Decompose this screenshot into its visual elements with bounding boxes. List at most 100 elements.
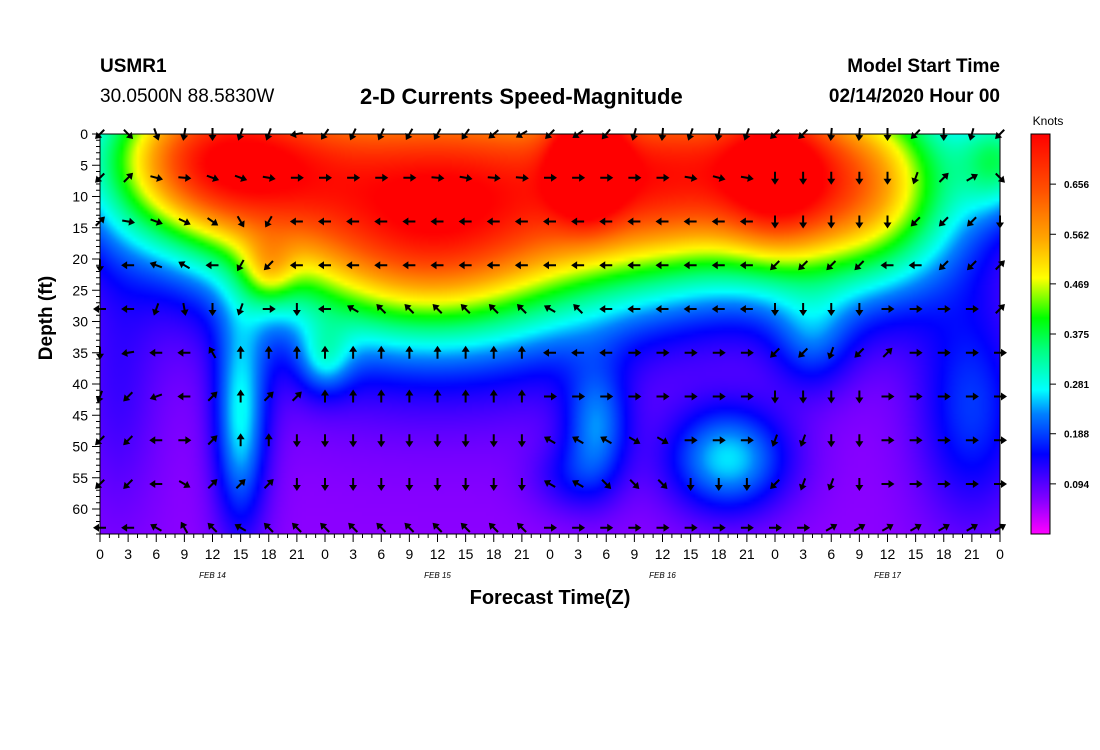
current-arrow: [177, 392, 191, 401]
current-arrow: [628, 436, 641, 445]
colorbar-ticks: 0.656 0.562 0.469 0.375 0.281 0.188 0.094: [1050, 180, 1089, 491]
current-arrow: [855, 303, 864, 316]
current-arrow: [909, 480, 923, 488]
current-arrow: [206, 174, 220, 182]
current-arrow: [994, 523, 1007, 532]
current-arrow: [377, 389, 386, 403]
x-tick-label: 0: [996, 546, 1004, 562]
current-arrow: [488, 304, 499, 314]
x-tick-label: 21: [289, 546, 305, 562]
current-arrow: [150, 174, 164, 182]
x-tick-label: 21: [964, 546, 980, 562]
current-arrow: [460, 522, 471, 533]
current-arrow: [714, 478, 723, 491]
heatmap-field: [100, 134, 1000, 534]
current-arrow: [938, 523, 950, 532]
current-arrow: [517, 478, 526, 491]
current-arrow: [599, 261, 613, 270]
current-arrow: [600, 392, 614, 401]
current-arrow: [683, 305, 697, 313]
current-arrow: [880, 261, 894, 270]
current-arrow: [799, 215, 808, 229]
x-tick-label: 3: [349, 546, 357, 562]
current-direction-arrows: [93, 127, 1007, 534]
current-arrow: [180, 302, 189, 316]
current-arrow: [349, 434, 358, 448]
current-arrow: [347, 305, 359, 313]
current-arrow: [799, 303, 808, 316]
current-arrow: [572, 523, 586, 532]
current-arrow: [740, 348, 754, 357]
current-arrow: [236, 128, 245, 141]
x-tick-label: 9: [855, 546, 863, 562]
current-arrow: [599, 348, 613, 357]
current-arrow: [486, 261, 500, 270]
current-arrow: [486, 217, 500, 226]
current-arrow: [965, 305, 979, 313]
current-arrow: [714, 127, 723, 141]
current-arrow: [573, 304, 584, 314]
current-arrow: [347, 173, 361, 182]
current-arrow: [712, 436, 726, 445]
current-arrow: [122, 217, 136, 226]
current-arrow: [627, 305, 641, 313]
current-arrow: [600, 173, 614, 182]
current-arrow: [461, 434, 470, 448]
current-arrow: [433, 345, 442, 359]
current-arrow: [515, 173, 529, 182]
x-tick-label: 9: [180, 546, 188, 562]
current-arrow: [965, 348, 979, 357]
x-tick-label: 18: [936, 546, 952, 562]
current-arrow: [711, 305, 725, 313]
y-tick-label: 30: [72, 314, 88, 330]
current-arrow: [712, 174, 726, 182]
y-tick-label: 0: [80, 126, 88, 142]
x-tick-label: 9: [630, 546, 638, 562]
current-arrow: [349, 128, 357, 141]
current-arrow: [909, 348, 923, 357]
current-arrow: [712, 392, 726, 401]
current-arrow: [739, 261, 753, 270]
current-arrow: [123, 435, 134, 446]
y-tick-label: 40: [72, 376, 88, 392]
current-arrow: [430, 261, 444, 270]
current-arrow: [655, 261, 669, 270]
date-label: FEB 16: [649, 571, 676, 580]
current-arrow: [628, 392, 642, 401]
current-arrow: [655, 217, 669, 226]
current-arrow: [965, 480, 979, 488]
current-arrow: [543, 217, 556, 226]
current-arrow: [883, 215, 892, 229]
current-arrow: [543, 305, 556, 313]
current-arrow: [208, 128, 217, 141]
current-arrow: [770, 434, 779, 447]
speed-magnitude-field: [100, 134, 1000, 534]
current-arrow: [600, 523, 614, 532]
current-arrow: [292, 434, 301, 448]
current-arrow: [236, 303, 245, 316]
current-arrow: [488, 129, 499, 139]
current-arrow: [318, 217, 331, 226]
current-arrow: [460, 304, 471, 314]
current-arrow: [180, 127, 189, 141]
x-tick-label: 0: [321, 546, 329, 562]
current-arrow: [883, 128, 892, 141]
y-tick-label: 35: [72, 345, 88, 361]
current-arrow: [234, 174, 248, 182]
x-tick-label: 6: [152, 546, 160, 562]
current-arrow: [994, 392, 1007, 401]
current-arrow: [770, 479, 780, 489]
current-arrow: [405, 478, 414, 491]
current-arrow: [235, 479, 246, 489]
current-arrow: [346, 261, 360, 270]
current-arrow: [628, 523, 642, 532]
current-arrow: [149, 436, 163, 445]
current-arrow: [937, 305, 951, 313]
current-arrow: [487, 173, 501, 182]
current-arrow: [349, 389, 358, 403]
current-arrow: [374, 217, 388, 226]
current-arrow: [628, 348, 642, 357]
current-arrow: [627, 261, 641, 270]
x-tick-label: 6: [827, 546, 835, 562]
